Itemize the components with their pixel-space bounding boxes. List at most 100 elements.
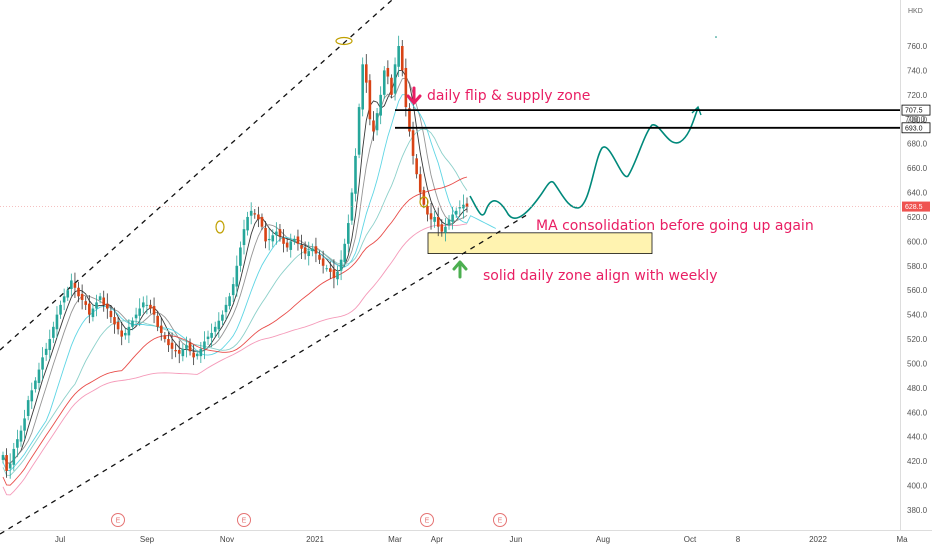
candle-body xyxy=(462,204,465,209)
candle-body xyxy=(418,174,422,193)
candle-body xyxy=(102,297,106,305)
candle-body xyxy=(249,210,253,216)
time-tick-label: Mar xyxy=(388,535,402,544)
candle-body xyxy=(120,330,123,337)
candle-body xyxy=(364,64,368,83)
candle-body xyxy=(8,463,12,469)
candle-body xyxy=(127,326,131,336)
time-tick-label: Aug xyxy=(596,535,610,544)
last-price-label: 628.5 xyxy=(905,204,923,211)
annotation-text: daily flip & supply zone xyxy=(427,88,590,104)
candle-body xyxy=(177,350,181,354)
candle-body xyxy=(70,280,73,289)
annotation-text: solid daily zone align with weekly xyxy=(483,268,718,284)
moving-average-line xyxy=(2,176,468,486)
candle-body xyxy=(66,290,70,298)
candle-body xyxy=(123,332,127,336)
candle-body xyxy=(260,216,264,227)
time-tick-label: Apr xyxy=(431,535,444,544)
candle-body xyxy=(285,242,289,248)
candle-body xyxy=(113,317,116,325)
candle-body xyxy=(436,216,440,227)
candle-body xyxy=(206,336,210,340)
down-arrow-icon xyxy=(406,86,422,105)
moving-average-line xyxy=(2,69,468,464)
candle-body xyxy=(44,348,48,355)
candle-body xyxy=(311,248,314,252)
candle-body xyxy=(52,326,55,338)
candle-body xyxy=(159,325,163,333)
price-tick-label: 560.0 xyxy=(907,286,928,295)
candle-body xyxy=(303,247,307,254)
candle-body xyxy=(199,348,203,357)
time-axis-ticks: Jul Sep Nov 2021 Mar Apr Jun Aug Oct 8 2022 Ma xyxy=(55,535,908,544)
candle-body xyxy=(213,326,217,332)
level-badge xyxy=(901,104,931,116)
top-highlight-ellipse xyxy=(335,36,353,46)
candle-body xyxy=(98,296,102,300)
candle-body xyxy=(195,353,199,357)
candle-body xyxy=(293,238,296,242)
candle-body xyxy=(447,219,451,226)
candle-body xyxy=(239,247,242,266)
candle-body xyxy=(400,46,404,71)
candle-body xyxy=(228,296,231,307)
candle-body xyxy=(451,214,454,222)
level-between-label: 700.0 xyxy=(905,115,926,124)
candle-body xyxy=(382,70,386,95)
candle-body xyxy=(264,227,267,242)
time-tick-label: 2022 xyxy=(809,535,827,544)
moving-average-line xyxy=(2,223,468,496)
time-tick-label: Nov xyxy=(220,535,234,544)
candle-body xyxy=(174,350,177,352)
time-tick-label: Jul xyxy=(55,535,65,544)
resistance-levels xyxy=(0,109,900,207)
earnings-event-marker xyxy=(111,513,125,527)
candle-body xyxy=(19,430,23,442)
candle-body xyxy=(88,303,91,315)
earnings-event-marker xyxy=(237,513,251,527)
price-tick-label: 720.0 xyxy=(907,91,928,100)
price-tick-label: 580.0 xyxy=(907,262,928,271)
candle-body xyxy=(275,231,278,236)
candle-body xyxy=(192,352,195,358)
candle-body xyxy=(235,265,239,287)
candle-body xyxy=(242,229,246,246)
candle-body xyxy=(343,243,347,263)
candle-body xyxy=(231,284,235,296)
annotation-text: MA consolidation before going up again xyxy=(536,218,814,234)
earnings-event-marker xyxy=(493,513,507,527)
earnings-event-label: E xyxy=(498,518,503,525)
price-tick-label: 680.0 xyxy=(907,140,928,149)
price-tick-label: 740.0 xyxy=(907,66,928,75)
candle-body xyxy=(181,348,185,357)
candle-body xyxy=(300,245,303,249)
candle-body xyxy=(361,64,364,110)
price-tick-label: 640.0 xyxy=(907,189,928,198)
candle-body xyxy=(411,130,415,156)
candle-body xyxy=(59,304,62,315)
candle-body xyxy=(357,107,361,155)
price-tick-label: 420.0 xyxy=(907,457,928,466)
projection-path xyxy=(469,107,699,219)
price-tick-label: 660.0 xyxy=(907,164,928,173)
moving-average-line xyxy=(2,94,497,471)
candle-body xyxy=(325,268,329,270)
candle-body xyxy=(404,67,408,108)
candle-body xyxy=(188,342,192,352)
time-tick-label: 2021 xyxy=(306,535,324,544)
candle-body xyxy=(1,455,5,460)
candle-body xyxy=(34,380,37,390)
level-badge-label: 707.5 xyxy=(905,108,923,115)
candle-body xyxy=(138,308,141,316)
candle-body xyxy=(336,271,339,280)
earnings-event-label: E xyxy=(116,518,121,525)
price-tick-label: 400.0 xyxy=(907,482,928,491)
price-axis-ticks: 380.0 400.0 420.0 440.0 460.0 480.0 500.0 520.0… xyxy=(907,42,928,515)
channel-upper-line xyxy=(0,0,393,351)
candle-body xyxy=(221,314,224,321)
candle-body xyxy=(465,203,469,207)
